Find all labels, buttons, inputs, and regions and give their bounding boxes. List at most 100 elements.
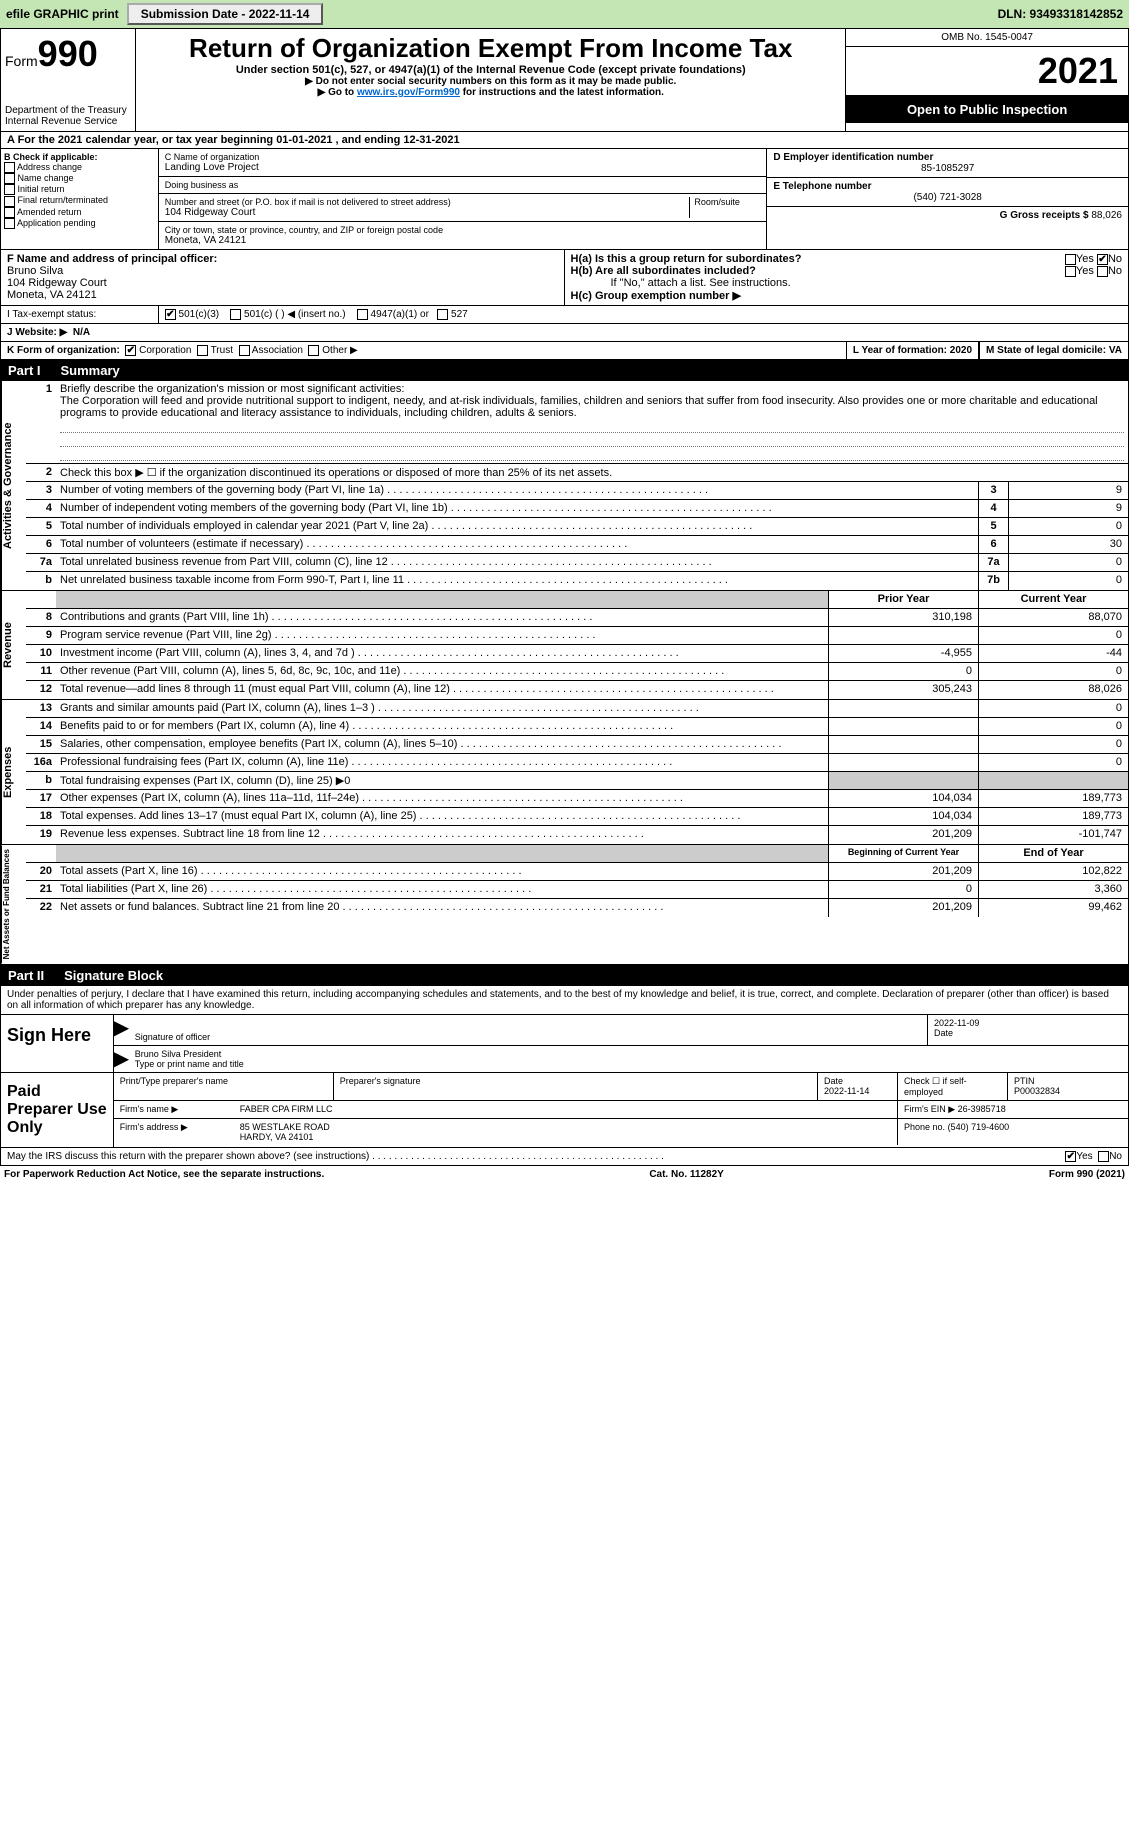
- form-subtitle: Under section 501(c), 527, or 4947(a)(1)…: [140, 64, 841, 76]
- ptin-value: P00032834: [1014, 1086, 1060, 1096]
- may-irs-yes[interactable]: [1065, 1151, 1076, 1162]
- arrow-icon: ▶: [114, 1015, 129, 1045]
- check-527[interactable]: [437, 309, 448, 320]
- sig-officer-label: Signature of officer: [135, 1032, 921, 1042]
- sign-date-label: Date: [934, 1028, 1122, 1038]
- check-4947[interactable]: [357, 309, 368, 320]
- form-note1: ▶ Do not enter social security numbers o…: [140, 76, 841, 87]
- b-item-1: Name change: [18, 173, 74, 183]
- preparer-name-label: Print/Type preparer's name: [114, 1073, 334, 1100]
- opt-501c3: 501(c)(3): [179, 309, 220, 320]
- part-ii-tag: Part II: [8, 968, 44, 983]
- check-amended-return[interactable]: [4, 207, 15, 218]
- prior-value: 0: [828, 881, 978, 898]
- prior-value: 104,034: [828, 790, 978, 807]
- current-value: 189,773: [978, 790, 1128, 807]
- line-text: Other expenses (Part IX, column (A), lin…: [56, 790, 828, 807]
- line-num: 15: [26, 736, 56, 753]
- k-label: K Form of organization:: [7, 345, 120, 356]
- open-to-public: Open to Public Inspection: [846, 96, 1128, 123]
- tax-year: 2021: [846, 47, 1128, 96]
- j-label: J Website: ▶: [7, 327, 67, 338]
- check-name-change[interactable]: [4, 173, 15, 184]
- current-value: 88,026: [978, 681, 1128, 699]
- current-value: 102,822: [978, 863, 1128, 880]
- line-text: Revenue less expenses. Subtract line 18 …: [56, 826, 828, 844]
- i-label: I Tax-exempt status:: [1, 306, 159, 323]
- check-application-pending[interactable]: [4, 218, 15, 229]
- current-gray: [978, 772, 1128, 789]
- hb-yes[interactable]: [1065, 266, 1076, 277]
- check-corp[interactable]: [125, 345, 136, 356]
- irs-link[interactable]: www.irs.gov/Form990: [357, 87, 460, 98]
- net-side-label: Net Assets or Fund Balances: [1, 845, 26, 963]
- check-501c[interactable]: [230, 309, 241, 320]
- firm-phone: (540) 719-4600: [948, 1122, 1010, 1132]
- prior-gray: [828, 772, 978, 789]
- line-num: 11: [26, 663, 56, 680]
- prior-value: [828, 718, 978, 735]
- arrow-icon: ▶: [114, 1046, 129, 1072]
- line-num: 10: [26, 645, 56, 662]
- top-bar: efile GRAPHIC print Submission Date - 20…: [0, 0, 1129, 28]
- footer-right: Form 990 (2021): [1049, 1169, 1125, 1180]
- line-text: Total expenses. Add lines 13–17 (must eq…: [56, 808, 828, 825]
- line-num: 21: [26, 881, 56, 898]
- self-employed-check[interactable]: Check ☐ if self-employed: [898, 1073, 1008, 1100]
- line-box: 7a: [978, 554, 1008, 571]
- tax-exempt-row: I Tax-exempt status: 501(c)(3) 501(c) ( …: [0, 306, 1129, 324]
- form-header: Form990 Department of the Treasury Inter…: [0, 28, 1129, 132]
- line-box: 6: [978, 536, 1008, 553]
- check-assoc[interactable]: [239, 345, 250, 356]
- opt-501c: 501(c) ( ) ◀ (insert no.): [244, 309, 346, 320]
- org-name: Landing Love Project: [165, 162, 761, 173]
- expenses-section: Expenses 13 Grants and similar amounts p…: [0, 700, 1129, 845]
- may-irs-row: May the IRS discuss this return with the…: [0, 1148, 1129, 1166]
- check-initial-return[interactable]: [4, 184, 15, 195]
- submission-date-button[interactable]: Submission Date - 2022-11-14: [127, 3, 324, 25]
- paid-preparer-label: Paid Preparer Use Only: [1, 1073, 114, 1147]
- line-value: 9: [1008, 482, 1128, 499]
- current-value: 0: [978, 700, 1128, 717]
- c-name-label: C Name of organization: [165, 152, 761, 162]
- check-trust[interactable]: [197, 345, 208, 356]
- line-num: 22: [26, 899, 56, 917]
- printed-label: Type or print name and title: [135, 1059, 1122, 1069]
- dln-label: DLN: 93493318142852: [998, 7, 1123, 21]
- current-value: 0: [978, 754, 1128, 771]
- revenue-side-label: Revenue: [1, 591, 26, 699]
- line-num: b: [26, 572, 56, 590]
- may-irs-no[interactable]: [1098, 1151, 1109, 1162]
- prior-value: 201,209: [828, 826, 978, 844]
- check-final-return[interactable]: [4, 196, 15, 207]
- current-year-hdr: Current Year: [978, 591, 1128, 608]
- current-value: 3,360: [978, 881, 1128, 898]
- printed-name: Bruno Silva President: [135, 1049, 1122, 1059]
- line-text: Grants and similar amounts paid (Part IX…: [56, 700, 828, 717]
- check-address-change[interactable]: [4, 162, 15, 173]
- line-box: 5: [978, 518, 1008, 535]
- line-box: 4: [978, 500, 1008, 517]
- prior-value: 201,209: [828, 899, 978, 917]
- firm-addr2: HARDY, VA 24101: [240, 1132, 891, 1142]
- officer-name: Bruno Silva: [7, 265, 558, 277]
- line-num: 14: [26, 718, 56, 735]
- net-assets-section: Net Assets or Fund Balances Beginning of…: [0, 845, 1129, 964]
- end-year-hdr: End of Year: [978, 845, 1128, 862]
- ha-yes[interactable]: [1065, 254, 1076, 265]
- line-num: 6: [26, 536, 56, 553]
- check-501c3[interactable]: [165, 309, 176, 320]
- b-item-5: Application pending: [17, 218, 96, 228]
- ha-no[interactable]: [1097, 254, 1108, 265]
- hb-no[interactable]: [1097, 266, 1108, 277]
- line-text: Total fundraising expenses (Part IX, col…: [56, 772, 828, 789]
- line-value: 0: [1008, 554, 1128, 571]
- line-text: Net unrelated business taxable income fr…: [56, 572, 978, 590]
- firm-ein-label: Firm's EIN ▶: [904, 1104, 955, 1114]
- firm-ein: 26-3985718: [958, 1104, 1006, 1114]
- check-other[interactable]: [308, 345, 319, 356]
- begin-year-hdr: Beginning of Current Year: [828, 845, 978, 862]
- firm-name-label: Firm's name ▶: [114, 1101, 234, 1118]
- current-value: -44: [978, 645, 1128, 662]
- m-state-domicile: M State of legal domicile: VA: [979, 342, 1128, 359]
